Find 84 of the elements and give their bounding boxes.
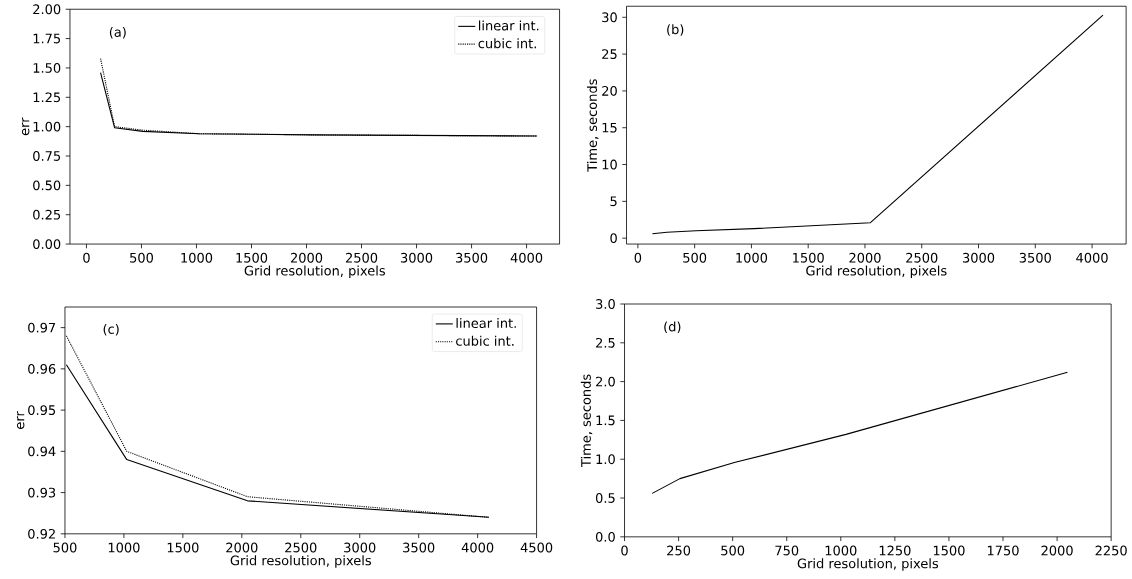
x-tick-label: 750	[775, 545, 799, 556]
x-tick-label: 2500	[906, 252, 938, 263]
y-axis-title: err	[16, 411, 25, 430]
x-tick-label: 500	[683, 252, 707, 263]
y-tick-label: 30	[602, 12, 617, 23]
y-tick-label: 15	[602, 123, 617, 133]
y-tick-label: 0.96	[28, 364, 56, 374]
annotation: (c)	[103, 324, 119, 336]
y-axis-title: err	[21, 117, 30, 136]
x-axis-title: Grid resolution, pixels	[797, 558, 939, 571]
x-tick-label: 2000	[849, 252, 881, 263]
y-tick-label: 0.50	[33, 180, 61, 191]
x-tick-label: 3500	[1019, 252, 1051, 263]
annotation: (a)	[109, 27, 126, 39]
x-axis-title: Grid resolution, pixels	[244, 265, 385, 279]
y-tick-label: 0.97	[28, 322, 56, 333]
y-tick-label: 0	[610, 233, 617, 244]
line-series	[651, 371, 1069, 495]
x-tick-label: 1000	[825, 545, 857, 556]
x-tick-label: 1000	[181, 252, 213, 263]
y-tick-label: 0.95	[28, 405, 56, 416]
x-tick-label: 500	[53, 542, 77, 553]
y-tick-label: 1.25	[33, 92, 61, 103]
x-tick-label: 0	[621, 545, 628, 556]
y-tick-label: 0.94	[28, 446, 56, 457]
y-tick-label: 25	[602, 49, 617, 60]
x-tick-label: 1500	[933, 545, 965, 556]
x-tick-label: 3000	[962, 252, 995, 263]
y-tick-label: 0.92	[28, 529, 55, 539]
y-tick-label: 1.0	[596, 454, 615, 465]
x-tick-label: 3000	[401, 252, 433, 263]
x-tick-label: 3500	[456, 252, 488, 263]
y-tick-label: 1.00	[33, 121, 61, 132]
y-tick-label: 10	[602, 159, 617, 170]
x-tick-label: 2250	[1095, 545, 1127, 556]
line-series	[651, 14, 1104, 235]
y-tick-label: 20	[602, 86, 617, 96]
y-tick-label: 5	[610, 196, 617, 207]
legend-label: cubic int.	[478, 38, 536, 49]
x-axis-title: Grid resolution, pixels	[806, 265, 947, 279]
annotation: (b)	[667, 24, 684, 36]
legend-label: linear int.	[456, 318, 516, 329]
x-tick-label: 500	[130, 252, 153, 263]
x-tick-label: 1750	[987, 545, 1019, 556]
y-tick-label: 3.0	[596, 299, 615, 310]
x-tick-label: 2500	[285, 542, 317, 553]
y-tick-label: 0.0	[595, 532, 615, 542]
x-tick-label: 4000	[510, 252, 543, 263]
x-tick-label: 2000	[226, 542, 258, 553]
x-tick-label: 1500	[236, 252, 268, 263]
y-tick-label: 0.00	[33, 239, 61, 250]
x-tick-label: 0	[83, 252, 90, 263]
x-tick-label: 2000	[290, 252, 323, 263]
y-tick-label: 2.0	[596, 376, 615, 387]
y-tick-label: 1.50	[33, 63, 61, 73]
x-tick-label: 2000	[1041, 545, 1073, 556]
y-axis-title: Time, seconds	[586, 79, 599, 172]
y-tick-label: 1.5	[596, 415, 615, 426]
y-tick-label: 0.75	[33, 151, 61, 162]
y-tick-label: 2.00	[33, 4, 61, 15]
x-tick-label: 0	[634, 252, 642, 263]
x-axis-title: Grid resolution, pixels	[230, 555, 371, 568]
x-tick-label: 3000	[344, 542, 376, 553]
x-tick-label: 3500	[403, 542, 435, 553]
legend-label: cubic int.	[456, 335, 514, 346]
legend-label: linear int.	[478, 20, 539, 31]
y-tick-label: 0.25	[33, 209, 61, 220]
x-tick-label: 4500	[520, 542, 553, 553]
annotation: (d)	[664, 321, 681, 334]
y-tick-label: 0.93	[28, 487, 56, 498]
x-tick-label: 1000	[736, 252, 768, 263]
x-tick-label: 1500	[167, 542, 199, 553]
y-tick-label: 2.5	[596, 338, 615, 348]
y-tick-label: 0.5	[595, 493, 615, 504]
x-tick-label: 2500	[345, 252, 378, 263]
y-axis-title: Time, seconds	[580, 374, 593, 468]
x-tick-label: 1500	[793, 252, 824, 263]
x-tick-label: 4000	[461, 542, 494, 553]
y-tick-label: 1.75	[33, 33, 61, 44]
x-tick-label: 250	[667, 545, 691, 556]
x-tick-label: 1250	[879, 545, 911, 556]
x-tick-label: 500	[721, 545, 745, 556]
x-tick-label: 1000	[108, 542, 140, 553]
x-tick-label: 4000	[1076, 252, 1108, 263]
